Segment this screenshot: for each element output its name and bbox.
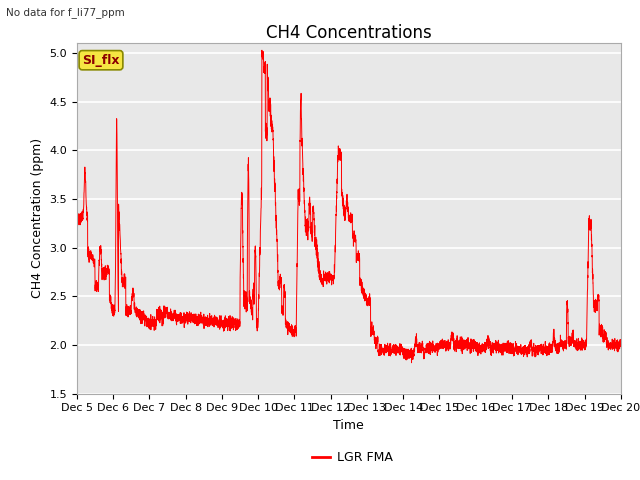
X-axis label: Time: Time: [333, 419, 364, 432]
Text: SI_flx: SI_flx: [82, 54, 120, 67]
Legend: LGR FMA: LGR FMA: [307, 446, 397, 469]
Text: No data for f_li77_ppm: No data for f_li77_ppm: [6, 7, 125, 18]
Title: CH4 Concentrations: CH4 Concentrations: [266, 24, 431, 42]
Y-axis label: CH4 Concentration (ppm): CH4 Concentration (ppm): [31, 138, 44, 299]
